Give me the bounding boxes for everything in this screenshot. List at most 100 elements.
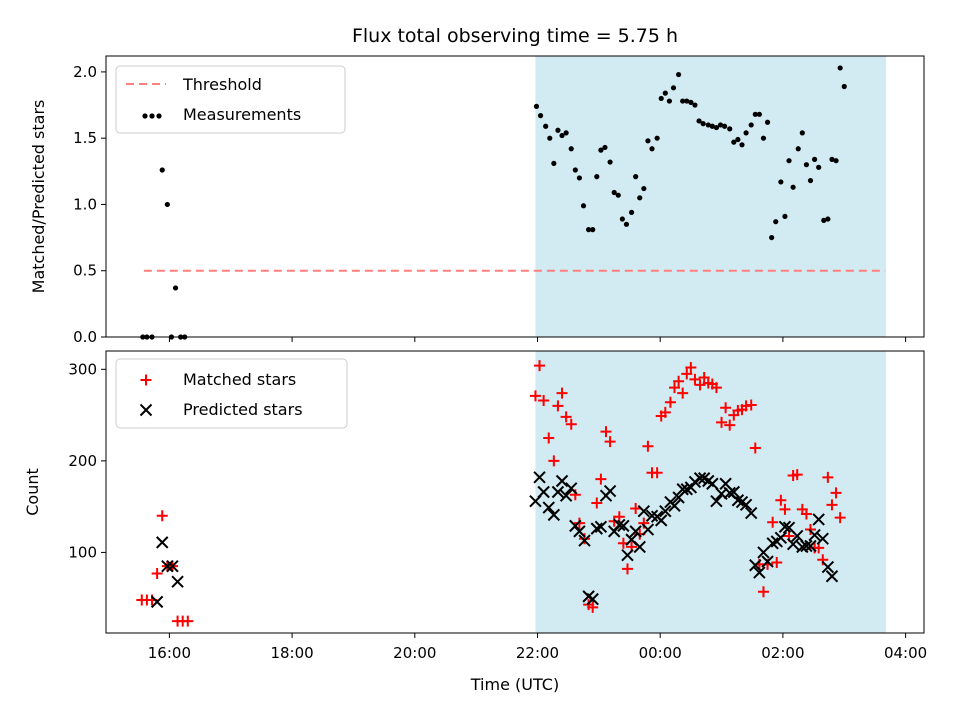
- measurement-point: [572, 167, 578, 173]
- measurement-point: [713, 124, 720, 131]
- measurement-point: [628, 209, 635, 216]
- matched-star-point: [591, 497, 603, 509]
- measurement-point: [563, 130, 569, 136]
- x-tick-label: 00:00: [639, 644, 682, 662]
- predicted-star-point: [804, 539, 817, 553]
- legend-plus-marker: [140, 374, 152, 386]
- predicted-star-point: [655, 514, 668, 527]
- predicted-star-point: [821, 560, 835, 574]
- y-tick-label: 0.0: [73, 328, 97, 346]
- legend-measurements-label: Measurements: [183, 105, 301, 124]
- measurement-point: [717, 122, 724, 128]
- matched-star-point: [543, 432, 555, 444]
- legend-predicted-label: Predicted stars: [183, 400, 303, 419]
- measurements-points: [140, 65, 847, 340]
- matched-star-point: [834, 512, 846, 524]
- measurement-point: [731, 139, 737, 145]
- measurement-point: [786, 158, 792, 164]
- matched-star-point: [689, 373, 701, 385]
- legend-predicted-marker: [139, 403, 153, 417]
- measurement-point: [696, 118, 702, 124]
- y-tick-label: 0.5: [73, 262, 97, 280]
- predicted-star-point: [812, 513, 825, 526]
- x-tick-label: 20:00: [393, 644, 436, 662]
- measurement-point: [688, 99, 694, 105]
- measurement-point: [778, 179, 784, 185]
- measurement-point: [825, 216, 831, 222]
- matched-star-point: [587, 601, 599, 613]
- y-tick-label: 200: [68, 452, 97, 470]
- matched-star-point: [664, 396, 676, 408]
- observing-window-bottom: [535, 351, 887, 633]
- y-tick-label: 100: [68, 543, 97, 561]
- matched-star-point: [534, 360, 546, 372]
- matched-star-point: [710, 382, 722, 394]
- top-y-axis-label: Matched/Predicted stars: [29, 100, 48, 294]
- bottom-y-ticks: 100 200 300: [68, 360, 106, 561]
- matched-star-point: [642, 440, 654, 452]
- measurement-point: [611, 189, 617, 196]
- measurement-point: [623, 221, 630, 227]
- matched-star-point: [156, 510, 168, 522]
- matched-star-point: [749, 442, 761, 454]
- measurement-point: [580, 203, 587, 209]
- measurement-point: [645, 138, 651, 144]
- matched-star-point: [669, 382, 681, 394]
- measurement-point: [769, 234, 775, 241]
- measurement-point: [803, 162, 810, 168]
- measurement-point: [649, 146, 655, 152]
- predicted-star-point: [565, 482, 578, 495]
- legend-x-marker: [139, 403, 153, 417]
- matched-star-point: [716, 416, 728, 428]
- observing-window-top: [535, 56, 887, 337]
- x-tick-label: 02:00: [761, 644, 804, 662]
- predicted-star-point: [629, 525, 642, 538]
- measurement-point: [829, 156, 835, 162]
- predicted-star-point: [710, 494, 723, 508]
- measurement-point: [799, 130, 805, 136]
- predicted-star-point: [800, 539, 813, 553]
- predicted-star-point: [688, 475, 702, 489]
- measurement-point: [680, 98, 686, 104]
- top-x-ticks: [168, 337, 907, 342]
- measurement-point: [551, 160, 557, 166]
- measurement-point: [739, 142, 745, 148]
- y-tick-label: 1.5: [73, 129, 97, 147]
- matched-star-point: [659, 406, 671, 418]
- top-panel: 0.0 0.5 1.0 1.5 2.0 Flux total observing tim…: [29, 25, 925, 346]
- measurement-point: [547, 135, 553, 141]
- measurement-point: [760, 135, 767, 141]
- x-tick-label: 16:00: [148, 644, 191, 662]
- predicted-star-point: [171, 575, 184, 588]
- measurement-point: [833, 158, 839, 164]
- predicted-star-point: [150, 595, 164, 609]
- measurement-point: [602, 144, 608, 151]
- matched-star-point: [694, 379, 706, 391]
- predicted-star-point: [603, 484, 617, 498]
- predicted-star-point: [559, 489, 573, 502]
- predicted-star-point: [668, 499, 681, 512]
- predicted-star-point: [791, 529, 804, 543]
- measurement-point: [837, 65, 843, 71]
- measurement-point: [576, 175, 583, 181]
- matched-star-point: [681, 368, 693, 380]
- matched-star-point: [720, 402, 732, 414]
- measurement-point: [684, 98, 690, 104]
- measurement-point: [641, 185, 647, 192]
- matched-star-point: [830, 487, 842, 499]
- matched-star-point: [604, 436, 616, 448]
- matched-star-point: [579, 533, 591, 545]
- predicted-star-point: [778, 520, 792, 533]
- legend-matched-label: Matched stars: [183, 370, 296, 389]
- measurement-point: [735, 136, 741, 143]
- measurement-point: [816, 164, 822, 170]
- matched-star-point: [673, 375, 685, 387]
- matched-star-point: [826, 499, 838, 511]
- y-tick-label: 2.0: [73, 63, 97, 81]
- measurement-point: [666, 98, 672, 104]
- matched-star-point: [775, 494, 787, 506]
- measurement-point: [662, 90, 668, 96]
- measurement-point: [568, 146, 574, 152]
- measurement-point: [607, 159, 613, 165]
- measurement-point: [821, 217, 827, 223]
